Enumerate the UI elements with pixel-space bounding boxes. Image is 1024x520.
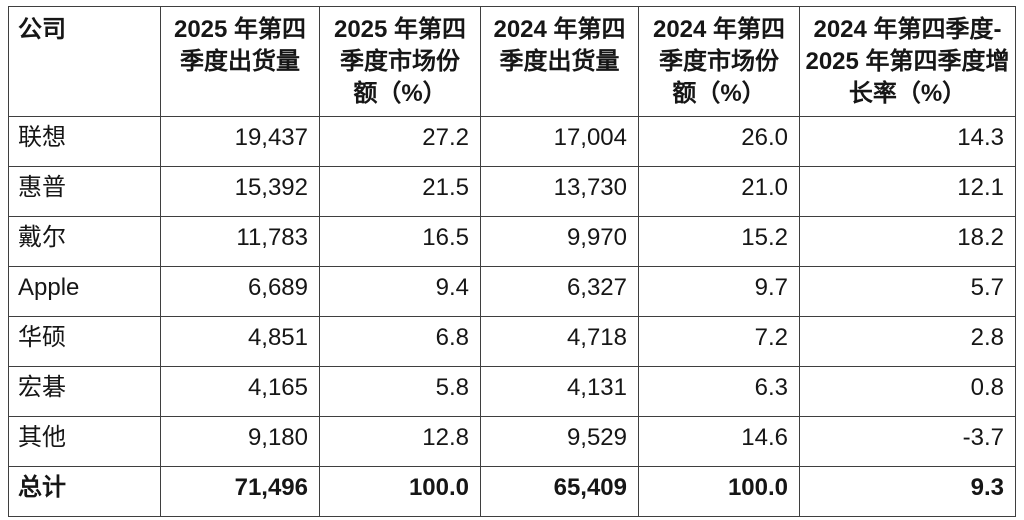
cell-yoy-growth: 14.3 (799, 116, 1016, 167)
row-lenovo: 联想 19,437 27.2 17,004 26.0 14.3 (8, 116, 1016, 167)
cell-yoy-growth: 18.2 (799, 216, 1016, 267)
cell-yoy-growth: 0.8 (799, 366, 1016, 417)
cell-q4-2024-market-share: 21.0 (638, 166, 800, 217)
cell-q4-2024-shipments: 4,131 (480, 366, 639, 417)
row-hp: 惠普 15,392 21.5 13,730 21.0 12.1 (8, 166, 1016, 217)
cell-q4-2024-market-share: 6.3 (638, 366, 800, 417)
cell-company: 华硕 (8, 316, 161, 367)
cell-q4-2025-shipments: 11,783 (160, 216, 320, 267)
shipments-table: 公司 2025 年第四 季度出货量 2025 年第四 季度市场份 额（%） 20… (8, 6, 1016, 517)
cell-yoy-growth: 5.7 (799, 266, 1016, 317)
table-header: 公司 2025 年第四 季度出货量 2025 年第四 季度市场份 额（%） 20… (8, 6, 1016, 117)
cell-q4-2024-shipments: 6,327 (480, 266, 639, 317)
row-others: 其他 9,180 12.8 9,529 14.6 -3.7 (8, 416, 1016, 467)
cell-q4-2024-shipments: 13,730 (480, 166, 639, 217)
cell-q4-2024-market-share: 15.2 (638, 216, 800, 267)
cell-yoy-growth: 12.1 (799, 166, 1016, 217)
row-acer: 宏碁 4,165 5.8 4,131 6.3 0.8 (8, 366, 1016, 417)
cell-q4-2025-shipments: 9,180 (160, 416, 320, 467)
cell-company: 戴尔 (8, 216, 161, 267)
cell-q4-2025-market-share: 6.8 (319, 316, 481, 367)
header-yoy-growth: 2024 年第四季度- 2025 年第四季度增 长率（%） (799, 6, 1016, 117)
cell-yoy-growth: 9.3 (799, 466, 1016, 517)
row-total: 总计 71,496 100.0 65,409 100.0 9.3 (8, 466, 1016, 517)
cell-q4-2024-shipments: 65,409 (480, 466, 639, 517)
cell-q4-2024-shipments: 9,529 (480, 416, 639, 467)
cell-q4-2024-shipments: 17,004 (480, 116, 639, 167)
cell-yoy-growth: 2.8 (799, 316, 1016, 367)
row-apple: Apple 6,689 9.4 6,327 9.7 5.7 (8, 266, 1016, 317)
header-company: 公司 (8, 6, 161, 117)
cell-q4-2024-market-share: 14.6 (638, 416, 800, 467)
header-q4-2025-market-share: 2025 年第四 季度市场份 额（%） (319, 6, 481, 117)
cell-q4-2024-market-share: 26.0 (638, 116, 800, 167)
cell-q4-2025-shipments: 4,851 (160, 316, 320, 367)
table-body: 联想 19,437 27.2 17,004 26.0 14.3 惠普 15,39… (8, 116, 1016, 517)
header-q4-2024-shipments: 2024 年第四 季度出货量 (480, 6, 639, 117)
cell-company: 总计 (8, 466, 161, 517)
cell-q4-2025-market-share: 9.4 (319, 266, 481, 317)
cell-q4-2024-market-share: 9.7 (638, 266, 800, 317)
cell-q4-2025-shipments: 15,392 (160, 166, 320, 217)
cell-q4-2025-market-share: 16.5 (319, 216, 481, 267)
header-row: 公司 2025 年第四 季度出货量 2025 年第四 季度市场份 额（%） 20… (8, 6, 1016, 117)
header-q4-2025-shipments: 2025 年第四 季度出货量 (160, 6, 320, 117)
row-dell: 戴尔 11,783 16.5 9,970 15.2 18.2 (8, 216, 1016, 267)
cell-q4-2024-market-share: 7.2 (638, 316, 800, 367)
cell-yoy-growth: -3.7 (799, 416, 1016, 467)
cell-q4-2025-shipments: 19,437 (160, 116, 320, 167)
header-q4-2024-market-share: 2024 年第四 季度市场份 额（%） (638, 6, 800, 117)
cell-q4-2025-market-share: 5.8 (319, 366, 481, 417)
cell-q4-2025-market-share: 21.5 (319, 166, 481, 217)
cell-company: 其他 (8, 416, 161, 467)
cell-company: 联想 (8, 116, 161, 167)
cell-company: Apple (8, 266, 161, 317)
cell-q4-2025-market-share: 27.2 (319, 116, 481, 167)
cell-company: 惠普 (8, 166, 161, 217)
cell-q4-2024-shipments: 4,718 (480, 316, 639, 367)
cell-q4-2024-market-share: 100.0 (638, 466, 800, 517)
row-asus: 华硕 4,851 6.8 4,718 7.2 2.8 (8, 316, 1016, 367)
cell-q4-2025-market-share: 12.8 (319, 416, 481, 467)
cell-company: 宏碁 (8, 366, 161, 417)
cell-q4-2025-shipments: 6,689 (160, 266, 320, 317)
cell-q4-2025-market-share: 100.0 (319, 466, 481, 517)
cell-q4-2025-shipments: 71,496 (160, 466, 320, 517)
cell-q4-2025-shipments: 4,165 (160, 366, 320, 417)
cell-q4-2024-shipments: 9,970 (480, 216, 639, 267)
